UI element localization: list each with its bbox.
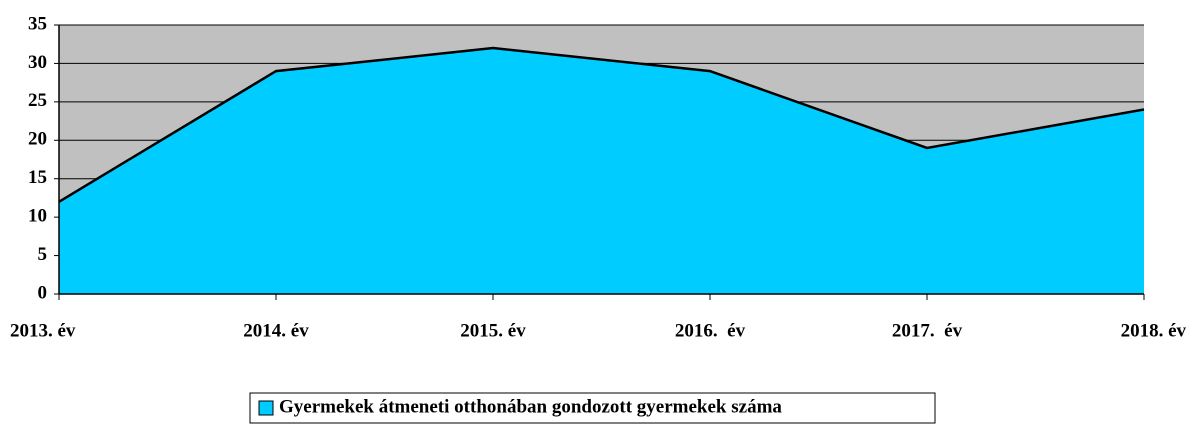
y-tick-label: 15 xyxy=(28,167,47,188)
y-tick-label: 30 xyxy=(28,52,47,73)
x-tick-label: 2015. év xyxy=(460,320,526,341)
x-tick-label: 2018. év xyxy=(1121,320,1187,341)
y-tick-label: 5 xyxy=(38,244,48,265)
legend-swatch xyxy=(258,400,274,416)
y-tick-label: 10 xyxy=(28,206,47,227)
y-tick-label: 0 xyxy=(38,282,48,303)
y-tick-label: 35 xyxy=(28,13,47,34)
x-tick-label: 2017. év xyxy=(892,320,963,341)
y-tick-label: 20 xyxy=(28,129,47,150)
area-line xyxy=(58,46,1145,203)
area xyxy=(59,48,1144,294)
y-tick-label: 25 xyxy=(28,90,47,111)
legend-label: Gyermekek átmeneti otthonában gondozott … xyxy=(279,396,782,417)
x-tick-label: 2016. év xyxy=(675,320,746,341)
legend-box xyxy=(249,392,936,424)
x-tick-label: 2014. év xyxy=(243,320,309,341)
x-tick-label: 2013. év xyxy=(10,320,76,341)
